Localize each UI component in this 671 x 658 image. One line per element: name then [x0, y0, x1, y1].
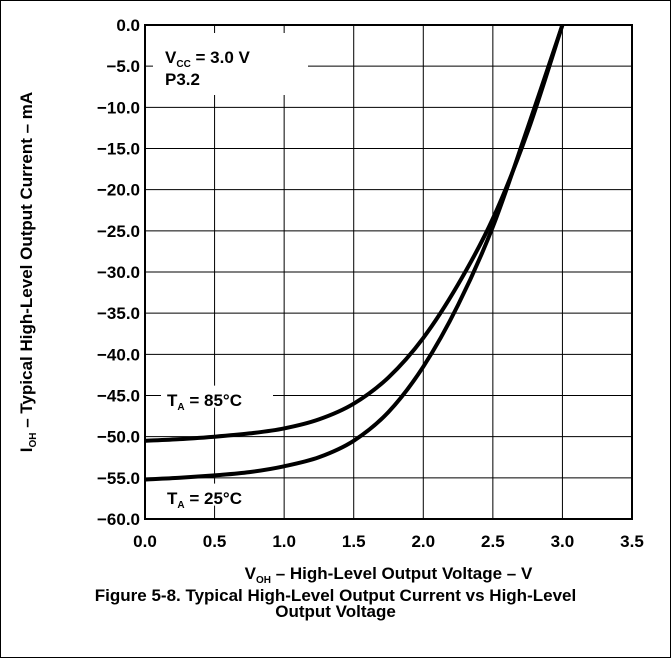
y-tick-label: −15.0	[97, 140, 140, 159]
series-label-85-bg	[161, 385, 273, 408]
grid	[145, 25, 632, 519]
y-tick-label: −60.0	[97, 510, 140, 529]
series-curves	[144, 24, 565, 482]
x-tick-label: 2.0	[411, 532, 435, 551]
y-tick-label: −45.0	[97, 387, 140, 406]
series-label-25-bg	[161, 483, 273, 506]
x-tick-label: 1.0	[272, 532, 296, 551]
vcc-annotation: VCC = 3.0 V	[165, 48, 251, 70]
y-tick-label: −20.0	[97, 181, 140, 200]
x-tick-label: 3.0	[551, 532, 575, 551]
plot-border	[144, 24, 633, 520]
x-tick-label: 0.5	[203, 532, 227, 551]
y-tick-label: −35.0	[97, 304, 140, 323]
y-tick-label: −5.0	[106, 57, 140, 76]
caption-line-2: Output Voltage	[275, 602, 396, 621]
x-tick-label: 0.0	[133, 532, 157, 551]
figure-caption: Figure 5-8. Typical High-Level Output Cu…	[0, 586, 671, 621]
y-tick-label: −40.0	[97, 345, 140, 364]
y-tick-labels: 0.0 −5.0 −10.0 −15.0 −20.0 −25.0 −30.0 −35.0 −40…	[97, 16, 140, 529]
y-tick-label: −30.0	[97, 263, 140, 282]
series-line-25c	[144, 24, 565, 482]
chart: 0.0 0.5 1.0 1.5 2.0 2.5 3.0 3.5 0.0 −5.0 −10.0 −15…	[17, 16, 644, 586]
x-axis-label: VOH – High-Level Output Voltage – V	[245, 564, 533, 586]
y-tick-label: −50.0	[97, 428, 140, 447]
y-tick-label: −55.0	[97, 469, 140, 488]
y-tick-label: −25.0	[97, 222, 140, 241]
series-label-25c: TA = 25°C	[167, 489, 242, 511]
caption-line-1: Figure 5-8. Typical High-Level Output Cu…	[94, 586, 577, 605]
y-tick-label: 0.0	[116, 16, 140, 35]
y-axis-label: IOH – Typical High-Level Output Current …	[17, 92, 39, 452]
y-tick-label: −10.0	[97, 98, 140, 117]
x-tick-label: 3.5	[620, 532, 644, 551]
series-label-85c: TA = 85°C	[167, 391, 242, 413]
x-tick-label: 1.5	[342, 532, 366, 551]
x-tick-label: 2.5	[481, 532, 505, 551]
x-tick-labels: 0.0 0.5 1.0 1.5 2.0 2.5 3.0 3.5	[133, 532, 644, 551]
pin-annotation: P3.2	[165, 70, 200, 89]
annotation-box	[153, 33, 308, 95]
